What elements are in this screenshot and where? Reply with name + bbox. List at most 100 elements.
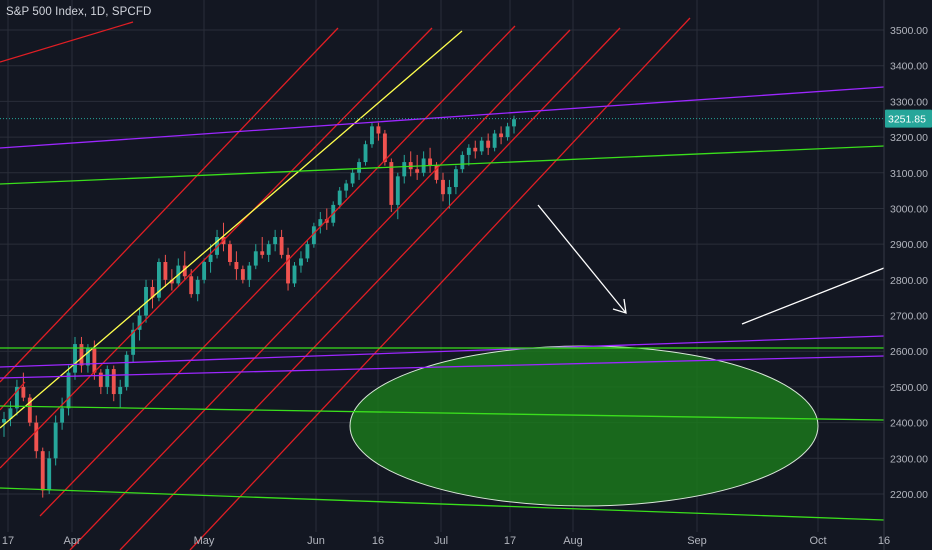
purple-trend-line[interactable]: [0, 86, 885, 149]
green-trend-line[interactable]: [0, 487, 885, 521]
green-trend-line[interactable]: [0, 405, 885, 421]
price-axis-label: 2900.00: [890, 239, 928, 251]
candle-body: [8, 408, 13, 420]
candle-body: [318, 219, 323, 227]
candle-body: [389, 162, 394, 205]
time-axis-label: 16: [878, 535, 890, 547]
candle-body: [195, 279, 200, 295]
candle-body: [34, 422, 39, 452]
price-axis-label: 3100.00: [890, 168, 928, 180]
candle-body: [253, 251, 258, 266]
price-axis-label: 2600.00: [890, 346, 928, 358]
candle-body: [305, 244, 310, 259]
price-axis-panel[interactable]: [884, 0, 932, 550]
time-axis-label: May: [194, 535, 215, 547]
candle-body: [402, 162, 407, 177]
trend-lines[interactable]: [0, 17, 885, 550]
last-price-value: 3251.85: [888, 114, 926, 126]
price-axis-label: 3200.00: [890, 132, 928, 144]
green-trend-line[interactable]: [0, 145, 885, 185]
time-axis-label: Jul: [434, 535, 448, 547]
candle-body: [182, 265, 187, 277]
candle-body: [434, 165, 439, 180]
candle-body: [144, 286, 148, 316]
candle-body: [105, 369, 110, 387]
channel-line[interactable]: [0, 381, 26, 411]
yellow-trend-line[interactable]: [0, 30, 463, 429]
arrow-line[interactable]: [537, 204, 627, 314]
candle-body: [260, 251, 265, 255]
candle-body: [202, 262, 207, 280]
candle-body: [479, 140, 484, 152]
candle-body: [240, 269, 245, 280]
candle-body: [311, 226, 316, 245]
target-zone-ellipse[interactable]: [349, 345, 819, 507]
time-axis-label: 17: [2, 535, 14, 547]
candle-body: [441, 179, 445, 195]
candle-body: [408, 162, 413, 170]
channel-line[interactable]: [39, 25, 516, 517]
ellipse-drawing[interactable]: [349, 345, 819, 507]
candle-body: [157, 262, 161, 298]
candle-body: [131, 329, 136, 355]
candle-body: [27, 397, 32, 423]
candle-body: [512, 119, 516, 127]
candle-body: [273, 237, 278, 245]
candle-body: [337, 190, 342, 205]
channel-line[interactable]: [0, 27, 433, 469]
candle-body: [466, 147, 471, 155]
candle-body: [428, 158, 433, 166]
last-price-tag-bg: [885, 109, 932, 128]
candle-body: [85, 347, 90, 366]
candle-body: [247, 265, 252, 280]
candle-body: [208, 254, 213, 262]
candle-body: [382, 133, 387, 163]
purple-trend-line[interactable]: [0, 335, 885, 368]
candle-body: [79, 344, 84, 366]
candle-body: [286, 254, 290, 284]
candle-body: [460, 154, 465, 170]
candle-body: [150, 286, 155, 298]
candle-body: [2, 419, 6, 423]
candle-body: [60, 408, 65, 423]
channel-line[interactable]: [119, 27, 621, 550]
candle-body: [228, 244, 232, 262]
channel-line[interactable]: [69, 29, 571, 550]
candle-body: [350, 172, 355, 184]
candle-body: [66, 372, 71, 409]
channel-line[interactable]: [0, 21, 134, 63]
candle-body: [189, 276, 194, 295]
price-axis-label: 2400.00: [890, 418, 928, 430]
candle-body: [499, 133, 504, 138]
candle-body: [279, 237, 284, 255]
purple-trend-line[interactable]: [0, 355, 885, 379]
candle-body: [137, 315, 142, 330]
price-axis[interactable]: 3500.00 3400.00 3300.00 3200.00 3100.00 3000.…: [890, 25, 928, 501]
candle-body: [163, 262, 168, 280]
last-price-tag: 3251.85: [885, 109, 932, 128]
price-axis-label: 2200.00: [890, 489, 928, 501]
channel-line[interactable]: [0, 27, 339, 383]
candle-body: [376, 126, 381, 134]
price-axis-label: 3300.00: [890, 96, 928, 108]
candle-body: [124, 354, 129, 387]
candle-body: [486, 140, 491, 148]
price-axis-label: 3500.00: [890, 25, 928, 37]
time-axis-label: Sep: [687, 535, 707, 547]
chart-title: S&P 500 Index, 1D, SPCFD: [6, 6, 152, 18]
candle-body: [40, 451, 45, 491]
candle-body: [118, 386, 123, 395]
arrow-head-icon: [612, 298, 627, 314]
candle-body: [47, 458, 52, 491]
candle-body: [453, 169, 458, 188]
time-axis[interactable]: 17 Apr May Jun 16 Jul 17 Aug Sep Oct 16: [2, 535, 890, 547]
candle-body: [73, 344, 77, 373]
candle-body: [415, 169, 420, 173]
white-trend-line[interactable]: [741, 267, 885, 325]
candle-body: [234, 262, 239, 270]
candle-body: [492, 133, 497, 148]
candle-body: [21, 386, 26, 398]
price-axis-label: 2800.00: [890, 275, 928, 287]
candle-body: [111, 369, 116, 395]
